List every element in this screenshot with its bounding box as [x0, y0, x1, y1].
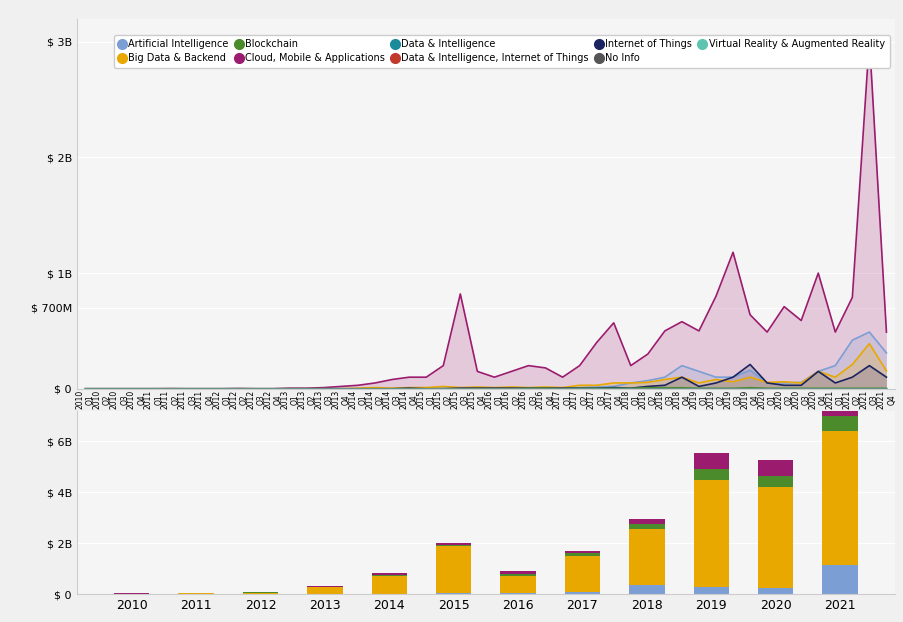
Bar [435, 546, 470, 593]
Bar [307, 586, 342, 587]
Bar [371, 573, 406, 575]
Bar [243, 593, 278, 594]
Bar [693, 587, 728, 594]
Bar [307, 587, 342, 594]
Bar [757, 487, 793, 588]
Bar [435, 545, 470, 546]
Bar [757, 476, 793, 487]
Bar [371, 576, 406, 594]
Bar [435, 593, 470, 594]
Bar [435, 544, 470, 545]
Bar [822, 565, 857, 594]
Bar [822, 431, 857, 565]
Bar [693, 480, 728, 587]
Bar [564, 593, 600, 594]
Bar [564, 552, 600, 554]
Bar [822, 403, 857, 415]
Bar [500, 571, 535, 573]
Bar [500, 576, 535, 593]
Bar [564, 555, 600, 593]
Bar [757, 588, 793, 594]
Bar [500, 573, 535, 576]
Bar [628, 519, 664, 524]
Bar [628, 529, 664, 585]
Bar [500, 593, 535, 594]
Bar [564, 554, 600, 555]
Bar [628, 524, 664, 529]
Legend: Artificial Intelligence, Big Data & Backend, Blockchain, Cloud, Mobile & Applica: Artificial Intelligence, Big Data & Back… [115, 35, 889, 68]
Bar [178, 593, 214, 594]
Bar [757, 460, 793, 476]
Bar [693, 469, 728, 480]
Bar [822, 415, 857, 431]
Bar [693, 453, 728, 469]
Bar [628, 585, 664, 594]
